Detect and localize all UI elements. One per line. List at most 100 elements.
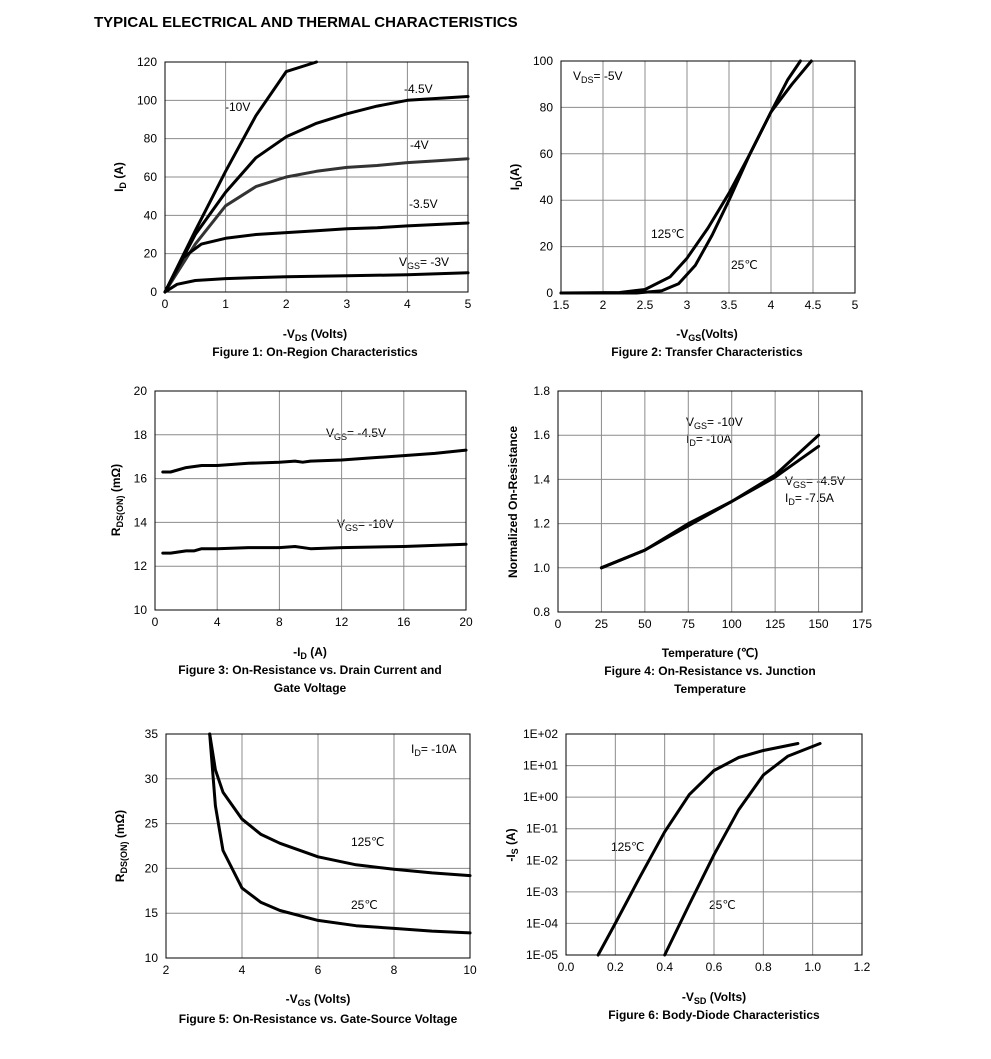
x-tick-label: 4 [239, 963, 246, 977]
y-tick-label: 12 [134, 559, 148, 573]
curve-label: 25℃ [709, 898, 736, 912]
y-tick-label: 30 [145, 772, 159, 786]
series-line [559, 59, 802, 295]
y-axis-label: ID (A) [112, 162, 128, 192]
x-tick-label: 3 [343, 297, 350, 311]
curve-label: ID= -10A [411, 742, 457, 758]
x-tick-label: 175 [852, 617, 872, 631]
y-axis-label: RDS(ON) (mΩ) [109, 464, 125, 536]
series-line [208, 732, 472, 878]
plot-frame [565, 733, 863, 956]
series-line [163, 157, 470, 294]
x-axis-label: -ID (A) [293, 645, 327, 661]
x-tick-label: 50 [638, 617, 652, 631]
y-tick-label: 1E-05 [526, 948, 558, 962]
curve-label: -4V [410, 138, 429, 152]
y-tick-label: 1E+02 [523, 727, 558, 741]
x-tick-label: 0 [152, 615, 159, 629]
curve-label: VGS= -10V [686, 415, 743, 431]
y-tick-label: 1.8 [533, 384, 550, 398]
x-tick-label: 1.0 [804, 960, 821, 974]
x-tick-label: 12 [335, 615, 349, 629]
y-tick-label: 20 [134, 384, 148, 398]
chart-caption: Temperature [674, 682, 746, 696]
chart-caption: Figure 5: On-Resistance vs. Gate-Source … [179, 1012, 458, 1026]
y-tick-label: 14 [134, 515, 148, 529]
x-tick-label: 2.5 [637, 298, 654, 312]
x-tick-label: 16 [397, 615, 411, 629]
x-tick-label: 3 [684, 298, 691, 312]
y-tick-label: 120 [137, 55, 157, 69]
y-tick-label: 1.4 [533, 472, 550, 486]
plot-frame [560, 60, 856, 294]
curve-label: ID= -7.5A [785, 491, 834, 507]
x-tick-label: 1 [222, 297, 229, 311]
x-tick-label: 4.5 [805, 298, 822, 312]
x-tick-label: 0.2 [607, 960, 624, 974]
page-title: TYPICAL ELECTRICAL AND THERMAL CHARACTER… [94, 14, 518, 31]
x-tick-label: 5 [465, 297, 472, 311]
chart-caption: Figure 1: On-Region Characteristics [212, 345, 418, 359]
plot-frame [165, 733, 471, 959]
x-tick-label: 0.4 [656, 960, 673, 974]
x-tick-label: 150 [809, 617, 829, 631]
x-axis-label: Temperature (℃) [662, 646, 759, 660]
y-axis-label: -IS (A) [504, 828, 520, 861]
y-tick-label: 18 [134, 428, 148, 442]
y-tick-label: 20 [540, 240, 554, 254]
y-tick-label: 16 [134, 472, 148, 486]
y-tick-label: 1.6 [533, 428, 550, 442]
y-tick-label: 20 [144, 247, 158, 261]
y-tick-label: 100 [533, 54, 553, 68]
x-tick-label: 2 [600, 298, 607, 312]
curve-label: VGS= -3V [399, 255, 449, 271]
x-tick-label: 10 [463, 963, 477, 977]
y-axis-label: Normalized On-Resistance [506, 426, 520, 578]
y-tick-label: 35 [145, 727, 159, 741]
y-tick-label: 10 [145, 951, 159, 965]
x-tick-label: 4 [214, 615, 221, 629]
series-line [559, 59, 813, 295]
x-tick-label: 6 [315, 963, 322, 977]
y-tick-label: 60 [144, 170, 158, 184]
x-tick-label: 8 [391, 963, 398, 977]
x-tick-label: 0.8 [755, 960, 772, 974]
y-tick-label: 10 [134, 603, 148, 617]
x-tick-label: 0 [162, 297, 169, 311]
x-tick-label: 25 [595, 617, 609, 631]
series-line [163, 95, 470, 294]
plot-frame [154, 390, 467, 611]
y-tick-label: 1E+00 [523, 790, 558, 804]
plot-frame [557, 390, 863, 613]
chart-caption: Figure 3: On-Resistance vs. Drain Curren… [178, 663, 441, 677]
y-tick-label: 80 [540, 100, 554, 114]
x-tick-label: 0.6 [706, 960, 723, 974]
y-tick-label: 1.2 [533, 517, 550, 531]
y-axis-label: ID(A) [508, 164, 524, 191]
y-tick-label: 15 [145, 906, 159, 920]
y-tick-label: 80 [144, 132, 158, 146]
x-tick-label: 20 [459, 615, 473, 629]
curve-label: VGS= -4.5V [326, 426, 386, 442]
y-axis-label: RDS(ON) (mΩ) [113, 810, 129, 882]
x-tick-label: 100 [722, 617, 742, 631]
y-tick-label: 1E-01 [526, 822, 558, 836]
chart-caption: Figure 2: Transfer Characteristics [611, 345, 803, 359]
y-tick-label: 40 [540, 193, 554, 207]
series-line [599, 444, 821, 570]
y-tick-label: 0 [546, 286, 553, 300]
x-tick-label: 1.5 [553, 298, 570, 312]
x-axis-label: -VGS (Volts) [286, 992, 351, 1008]
y-tick-label: 1E+01 [523, 759, 558, 773]
x-axis-label: -VGS(Volts) [676, 327, 737, 343]
y-tick-label: 100 [137, 93, 157, 107]
x-axis-label: -VDS (Volts) [283, 327, 347, 343]
curve-label: 25℃ [351, 898, 378, 912]
curve-label: -3.5V [409, 197, 438, 211]
curve-label: 25℃ [731, 258, 758, 272]
chart-caption: Gate Voltage [274, 681, 347, 695]
curve-label: -4.5V [404, 82, 433, 96]
x-tick-label: 4 [768, 298, 775, 312]
curve-label: 125℃ [651, 227, 685, 241]
